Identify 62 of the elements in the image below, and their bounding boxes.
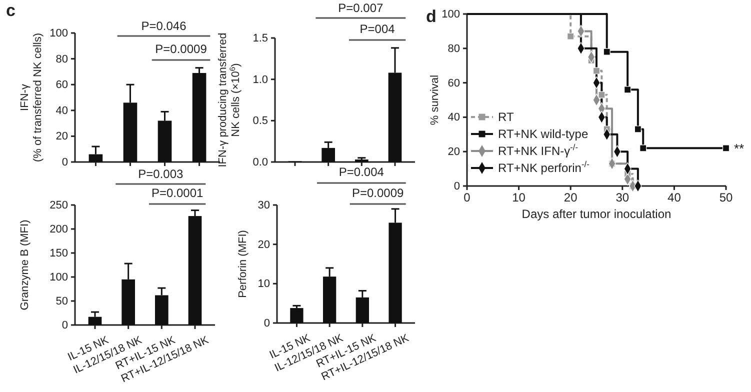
text: P=0.007	[338, 1, 384, 15]
y-tick-label: 40	[56, 104, 68, 117]
y-tick-label: 0	[454, 180, 460, 193]
y-tick-label: 150	[50, 248, 68, 260]
y-tick-label: 100	[50, 272, 68, 284]
point	[640, 144, 647, 152]
point	[634, 126, 642, 133]
text: P=0.004	[338, 165, 384, 179]
point	[592, 67, 600, 74]
point	[598, 91, 606, 98]
text: P=004	[360, 22, 396, 36]
text: P=0.003	[138, 167, 184, 181]
x-tick-label: 30	[616, 190, 630, 205]
point	[722, 144, 730, 152]
y-axis-title: IFN-γ (% of transferred NK cells)	[19, 33, 44, 162]
y-tick-label: 20	[258, 238, 270, 251]
y-tick-label: 200	[50, 224, 68, 236]
y-tick-label: 20	[448, 146, 460, 158]
y-axis-title: % survival	[429, 74, 441, 126]
y-tick-label: 80	[448, 42, 460, 55]
y-axis-title: Perforin (MFI)	[237, 230, 249, 298]
x-axis-title: Days after tumor inoculation	[522, 207, 672, 221]
x-tick-label: 10	[512, 190, 526, 205]
point	[603, 48, 610, 56]
y-tick-label: 0.0	[252, 156, 268, 169]
x-tick-label: 0	[464, 190, 471, 205]
y-tick-label: 0	[62, 320, 68, 332]
y-tick-label: 40	[448, 112, 460, 124]
y-tick-label: 0	[264, 318, 270, 330]
chart-title: c	[6, 1, 16, 20]
y-tick-label: 80	[56, 53, 68, 66]
y-tick-label: 0.5	[252, 115, 268, 128]
y-tick-label: 0	[62, 156, 68, 169]
y-tick-label: 250	[50, 200, 68, 212]
y-tick-label: 1.0	[252, 74, 268, 86]
y-tick-label: 20	[56, 130, 68, 143]
annotation: P=0.046	[141, 19, 187, 33]
text: P=0.0009	[352, 186, 404, 200]
x-tick-label: 20	[564, 190, 578, 205]
legend-label: RT+NK IFN-γ$^{-/-}$	[498, 142, 578, 158]
bar	[290, 308, 304, 323]
y-tick-label: 60	[448, 77, 460, 90]
y-axis-title: Granzyme B (MFI)	[19, 220, 31, 310]
chart-title: d	[426, 7, 436, 26]
bar	[192, 72, 206, 162]
legend-label: RT+NK wild-type	[498, 127, 588, 141]
y-tick-label: 60	[56, 79, 68, 92]
legend-label: RT+NK perforin$^{-/-}$	[498, 159, 590, 175]
y-tick-label: 1.5	[252, 32, 268, 45]
annotation: P=0.0009	[155, 42, 208, 56]
y-tick-label: 10	[258, 278, 270, 290]
legend-label: RT	[498, 110, 514, 124]
point	[567, 32, 574, 40]
point	[624, 86, 632, 94]
x-tick-label: 50	[719, 190, 733, 205]
y-tick-label: 100	[442, 8, 460, 21]
text: P=0.0001	[151, 186, 204, 200]
y-tick-label: 100	[50, 28, 68, 40]
y-tick-label: 50	[56, 296, 68, 308]
bar	[88, 316, 102, 325]
annotation: **	[734, 141, 744, 156]
x-tick-label: 40	[668, 190, 682, 205]
